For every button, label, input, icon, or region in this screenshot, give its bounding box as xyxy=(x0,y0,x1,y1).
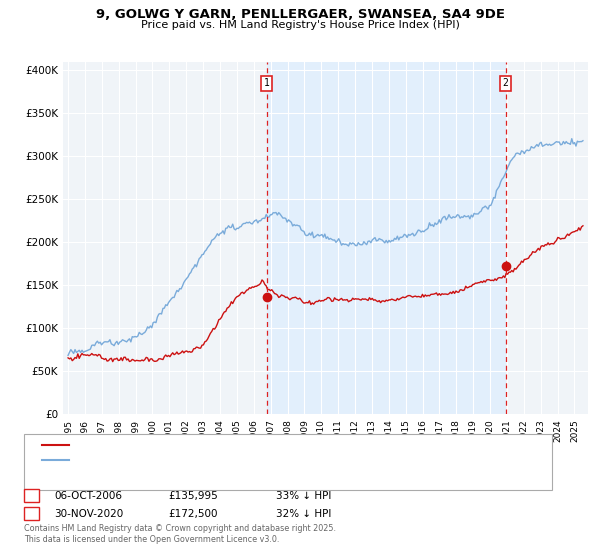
Text: £172,500: £172,500 xyxy=(168,508,218,519)
Text: 1: 1 xyxy=(28,491,35,501)
Text: HPI: Average price, detached house, Swansea: HPI: Average price, detached house, Swan… xyxy=(72,455,296,465)
Text: 1: 1 xyxy=(264,78,269,88)
Text: 2: 2 xyxy=(28,508,35,519)
Text: 06-OCT-2006: 06-OCT-2006 xyxy=(54,491,122,501)
Text: This data is licensed under the Open Government Licence v3.0.: This data is licensed under the Open Gov… xyxy=(24,535,280,544)
Text: 30-NOV-2020: 30-NOV-2020 xyxy=(54,508,123,519)
Text: 9, GOLWG Y GARN, PENLLERGAER, SWANSEA, SA4 9DE (detached house): 9, GOLWG Y GARN, PENLLERGAER, SWANSEA, S… xyxy=(72,440,430,450)
Text: 32% ↓ HPI: 32% ↓ HPI xyxy=(276,508,331,519)
Text: £135,995: £135,995 xyxy=(168,491,218,501)
Bar xyxy=(267,62,506,414)
Text: 2: 2 xyxy=(503,78,509,88)
Text: Contains HM Land Registry data © Crown copyright and database right 2025.: Contains HM Land Registry data © Crown c… xyxy=(24,524,336,533)
Text: 33% ↓ HPI: 33% ↓ HPI xyxy=(276,491,331,501)
Text: Price paid vs. HM Land Registry's House Price Index (HPI): Price paid vs. HM Land Registry's House … xyxy=(140,20,460,30)
Text: 9, GOLWG Y GARN, PENLLERGAER, SWANSEA, SA4 9DE: 9, GOLWG Y GARN, PENLLERGAER, SWANSEA, S… xyxy=(95,8,505,21)
